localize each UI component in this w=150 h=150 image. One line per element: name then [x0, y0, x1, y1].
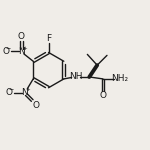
Text: +: +: [26, 87, 30, 92]
Text: F: F: [46, 34, 51, 43]
Text: O: O: [33, 101, 40, 110]
Text: O: O: [5, 88, 12, 97]
Text: O: O: [100, 91, 106, 100]
Text: NH: NH: [69, 72, 82, 81]
Text: −: −: [6, 45, 11, 51]
Text: NH₂: NH₂: [111, 74, 128, 83]
Text: +: +: [22, 45, 27, 51]
Text: O: O: [2, 47, 9, 56]
Text: N: N: [18, 47, 25, 56]
Text: O: O: [18, 32, 25, 41]
Text: N: N: [21, 88, 28, 97]
Text: −: −: [9, 87, 14, 92]
